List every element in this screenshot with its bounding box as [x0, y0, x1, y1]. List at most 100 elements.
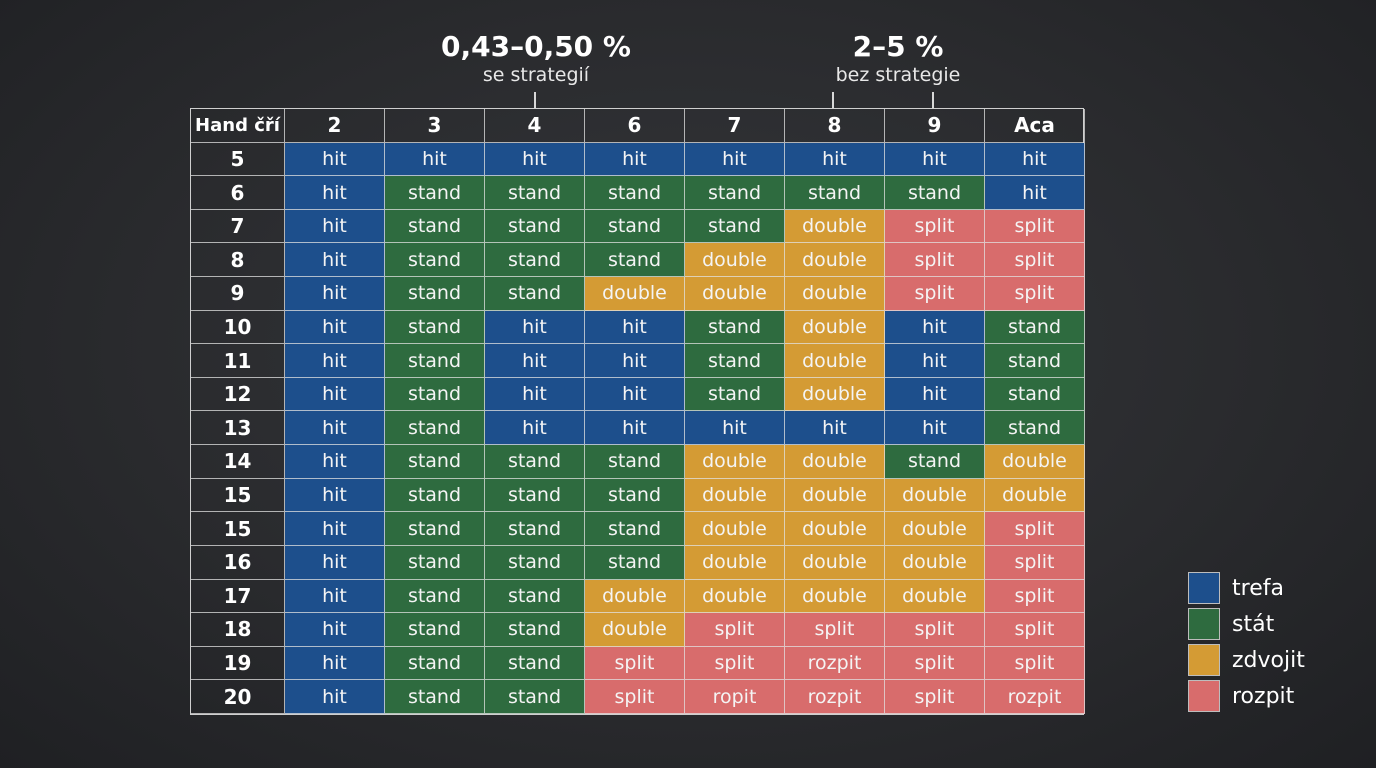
legend-item-hit: trefa: [1188, 570, 1338, 606]
table-cell-stand: stand: [585, 478, 685, 513]
table-cell-stand: stand: [385, 176, 485, 210]
table-cell-hit: hit: [885, 142, 985, 177]
table-cell-split: split: [985, 209, 1085, 244]
table-cell-split: split: [885, 243, 985, 278]
table-cell-double: double: [785, 377, 885, 412]
table-cell-split: ropit: [685, 680, 785, 714]
table-cell-double: double: [585, 613, 685, 647]
table-cell-hit: hit: [485, 377, 585, 412]
table-cell-stand: stand: [385, 545, 485, 580]
table-cell-split: split: [985, 579, 1085, 614]
table-cell-hit: hit: [585, 377, 685, 412]
table-cell-hit: hit: [285, 478, 385, 513]
table-cell-hit: hit: [885, 411, 985, 446]
table-cell-split: split: [885, 646, 985, 681]
table-cell-split: split: [985, 545, 1085, 580]
table-cell-hit: hit: [785, 142, 885, 177]
table-cell-stand: stand: [485, 545, 585, 580]
table-cell-hit: hit: [285, 310, 385, 345]
table-cell-stand: stand: [485, 445, 585, 479]
legend: trefa stát zdvojit rozpit: [1188, 570, 1338, 714]
table-cell-double: double: [685, 277, 785, 311]
row-label-16: 16: [191, 545, 285, 580]
table-cell-hit: hit: [885, 377, 985, 412]
table-cell-stand: stand: [785, 176, 885, 210]
annotation-pointer-left: [534, 92, 536, 109]
table-cell-hit: hit: [485, 344, 585, 378]
table-cell-double: double: [885, 579, 985, 614]
table-cell-stand: stand: [385, 377, 485, 412]
table-cell-hit: hit: [285, 176, 385, 210]
legend-label-stand: stát: [1232, 611, 1275, 637]
legend-item-stand: stát: [1188, 606, 1338, 642]
table-cell-hit: hit: [585, 142, 685, 177]
table-cell-stand: stand: [485, 176, 585, 210]
table-cell-stand: stand: [685, 176, 785, 210]
table-cell-stand: stand: [385, 344, 485, 378]
table-cell-hit: hit: [785, 411, 885, 446]
table-cell-stand: stand: [485, 277, 585, 311]
table-cell-hit: hit: [885, 310, 985, 345]
table-cell-double: double: [685, 512, 785, 546]
table-cell-stand: stand: [485, 209, 585, 244]
row-label-7: 7: [191, 209, 285, 244]
table-cell-split: rozpit: [785, 680, 885, 714]
table-cell-double: double: [785, 209, 885, 244]
row-label-15: 15: [191, 478, 285, 513]
table-cell-stand: stand: [485, 579, 585, 614]
table-cell-double: double: [785, 579, 885, 614]
table-cell-split: split: [885, 613, 985, 647]
table-cell-stand: stand: [685, 377, 785, 412]
table-cell-stand: stand: [385, 613, 485, 647]
table-cell-stand: stand: [685, 209, 785, 244]
table-cell-double: double: [885, 545, 985, 580]
annotation-pointer-right-a: [832, 92, 834, 109]
table-cell-split: split: [685, 646, 785, 681]
column-header-7: 7: [685, 109, 785, 143]
table-cell-stand: stand: [385, 277, 485, 311]
table-cell-hit: hit: [985, 142, 1085, 177]
table-cell-hit: hit: [385, 142, 485, 177]
table-cell-double: double: [685, 478, 785, 513]
table-cell-hit: hit: [285, 344, 385, 378]
table-cell-double: double: [985, 445, 1085, 479]
row-label-14: 14: [191, 445, 285, 479]
table-cell-hit: hit: [685, 411, 785, 446]
row-label-18: 18: [191, 613, 285, 647]
table-cell-hit: hit: [685, 142, 785, 177]
row-label-17: 17: [191, 579, 285, 614]
table-cell-stand: stand: [385, 579, 485, 614]
table-cell-double: double: [985, 478, 1085, 513]
row-label-5: 5: [191, 142, 285, 177]
legend-swatch-double: [1188, 644, 1220, 676]
legend-swatch-stand: [1188, 608, 1220, 640]
annotation-with-strategy-value: 0,43–0,50 %: [441, 30, 631, 63]
strategy-table: Hand čří 2 3 4 6 7 8 9 Aca 5 hit hit hit hit hit hit hit…: [190, 108, 1085, 715]
table-cell-double: double: [785, 512, 885, 546]
table-cell-stand: stand: [385, 411, 485, 446]
table-cell-hit: hit: [485, 310, 585, 345]
table-cell-stand: stand: [385, 209, 485, 244]
table-cell-stand: stand: [485, 646, 585, 681]
row-label-20: 20: [191, 680, 285, 714]
table-cell-double: double: [785, 310, 885, 345]
row-label-9: 9: [191, 277, 285, 311]
table-cell-split: split: [685, 613, 785, 647]
table-cell-hit: hit: [285, 277, 385, 311]
table-cell-hit: hit: [285, 646, 385, 681]
table-cell-double: double: [885, 478, 985, 513]
annotation-with-strategy-caption: se strategií: [482, 64, 590, 86]
row-label-19: 19: [191, 646, 285, 681]
table-cell-double: double: [685, 445, 785, 479]
table-cell-hit: hit: [485, 142, 585, 177]
table-cell-double: double: [785, 277, 885, 311]
table-cell-stand: stand: [985, 344, 1085, 378]
table-cell-split: split: [985, 613, 1085, 647]
table-cell-stand: stand: [885, 445, 985, 479]
table-cell-split: rozpit: [985, 680, 1085, 714]
table-cell-split: split: [985, 243, 1085, 278]
column-header-2: 2: [285, 109, 385, 143]
table-cell-stand: stand: [485, 613, 585, 647]
table-cell-stand: stand: [685, 310, 785, 345]
table-cell-hit: hit: [285, 579, 385, 614]
